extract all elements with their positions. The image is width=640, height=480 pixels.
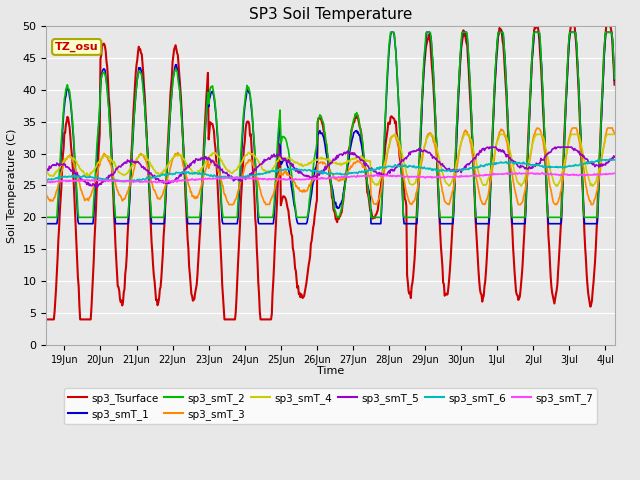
Line: sp3_smT_1: sp3_smT_1 (46, 32, 614, 224)
Line: sp3_smT_7: sp3_smT_7 (46, 173, 614, 182)
Y-axis label: Soil Temperature (C): Soil Temperature (C) (7, 128, 17, 242)
Legend: sp3_Tsurface, sp3_smT_1, sp3_smT_2, sp3_smT_3, sp3_smT_4, sp3_smT_5, sp3_smT_6, : sp3_Tsurface, sp3_smT_1, sp3_smT_2, sp3_… (64, 388, 597, 424)
Line: sp3_smT_5: sp3_smT_5 (46, 147, 614, 187)
Text: TZ_osu: TZ_osu (55, 42, 99, 52)
Line: sp3_smT_2: sp3_smT_2 (46, 32, 614, 217)
Line: sp3_Tsurface: sp3_Tsurface (46, 26, 614, 319)
X-axis label: Time: Time (317, 366, 344, 376)
Title: SP3 Soil Temperature: SP3 Soil Temperature (249, 7, 412, 22)
Line: sp3_smT_6: sp3_smT_6 (46, 160, 614, 182)
Line: sp3_smT_3: sp3_smT_3 (46, 128, 614, 204)
Line: sp3_smT_4: sp3_smT_4 (46, 134, 614, 186)
